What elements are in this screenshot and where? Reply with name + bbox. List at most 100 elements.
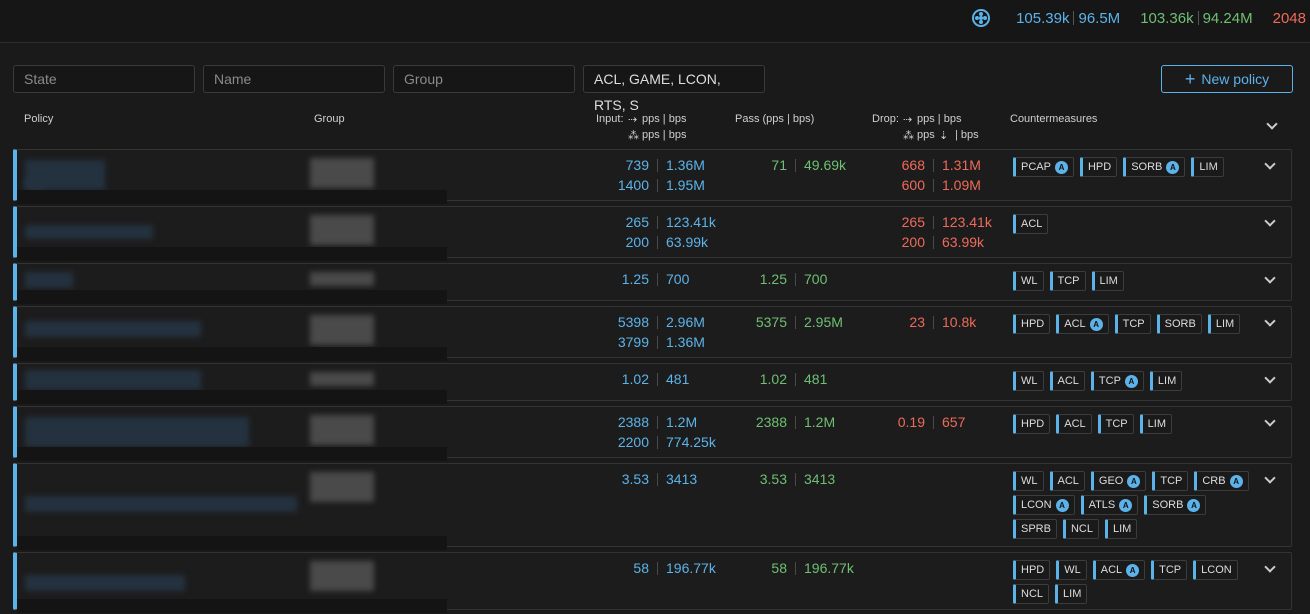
countermeasure-tag-sorb[interactable]: SORB [1156,314,1202,334]
pass-values-pps: 3.53 [759,471,787,487]
drop-line1: 668 1.31M [881,157,981,173]
countermeasure-tag-lim[interactable]: LIM [1055,584,1088,604]
countermeasure-tag-lim[interactable]: LIM [1091,271,1124,291]
group-filter[interactable]: Group [393,65,575,93]
countermeasure-tag-lcon[interactable]: LCON A [1013,495,1075,515]
header-countermeasures: Countermeasures [1010,113,1098,125]
total-drop: 2048 [1272,9,1306,27]
name-filter[interactable]: Name [203,65,385,93]
countermeasure-tag-hpd[interactable]: HPD [1079,157,1118,177]
row-divider-shade [17,247,447,261]
countermeasure-tag-acl[interactable]: ACL [1056,414,1092,434]
header-policy[interactable]: Policy [24,113,54,125]
input-line1-bps: 481 [666,371,690,387]
drop-line1-pps: 23 [909,314,925,330]
countermeasure-tag-hpd[interactable]: HPD [1013,560,1051,580]
policy-row[interactable]: 265 123.41k 200 63.99k 265 123.41k 200 63.99k AC… [13,206,1292,261]
policy-row[interactable]: 1.02 481 1.02 481 WL ACL TCP A LIM [13,363,1292,404]
countermeasure-label: WL [1064,564,1081,576]
countermeasure-tag-acl[interactable]: ACL [1049,371,1085,391]
countermeasure-tag-lim[interactable]: LIM [1139,414,1172,434]
expand-row-chevron-icon[interactable] [1264,215,1276,227]
countermeasure-tag-ncl[interactable]: NCL [1062,519,1099,539]
countermeasure-tag-tcp[interactable]: TCP [1114,314,1151,334]
policy-row[interactable]: 2388 1.2M 2200 774.25k 2388 1.2M 0.19 657 HPD ACL… [13,406,1292,461]
policy-name-redacted[interactable] [25,496,297,512]
input-line2: 200 63.99k [605,234,708,250]
countermeasure-tag-lim[interactable]: LIM [1149,371,1183,391]
input-line2-pps: 2200 [617,434,649,450]
countermeasure-tag-pcap[interactable]: PCAP A [1013,157,1074,177]
policy-name-redacted[interactable] [25,321,201,337]
network-icon[interactable] [972,9,991,27]
countermeasure-tag-hpd[interactable]: HPD [1013,414,1051,434]
countermeasure-list: HPD ACL A TCP SORB LIM [1013,314,1253,334]
drop-line2-bps: 1.09M [942,177,981,193]
countermeasure-tag-wl[interactable]: WL [1013,271,1044,291]
countermeasure-tag-wl[interactable]: WL [1013,471,1044,491]
countermeasure-tag-acl[interactable]: ACL A [1092,560,1146,580]
policy-row[interactable]: 5398 2.96M 3799 1.36M 5375 2.95M 23 10.8k HPD ACL… [13,306,1292,361]
countermeasure-label: TCP [1098,375,1121,387]
countermeasure-tag-tcp[interactable]: TCP [1097,414,1134,434]
countermeasure-tag-tcp[interactable]: TCP [1049,271,1086,291]
countermeasure-tag-wl[interactable]: WL [1013,371,1044,391]
policy-row[interactable]: 3.53 3413 3.53 3413 WL ACL GEO A TCP CRB A LCON A ATL… [13,463,1292,550]
policy-name-redacted[interactable] [25,575,185,591]
countermeasure-tag-sprb[interactable]: SPRB [1013,519,1057,539]
countermeasure-tag-lim[interactable]: LIM [1191,157,1224,177]
countermeasure-tag-tcp[interactable]: TCP [1152,471,1189,491]
expand-row-chevron-icon[interactable] [1264,415,1276,427]
countermeasure-tag-wl[interactable]: WL [1056,560,1087,580]
countermeasure-tag-hpd[interactable]: HPD [1013,314,1051,334]
pass-values-bps: 1.2M [804,414,836,430]
policy-name-redacted[interactable] [25,370,201,390]
policy-row[interactable]: 739 1.36M 1400 1.95M 71 49.69k 668 1.31M 600 1.09… [13,149,1292,204]
countermeasure-tag-acl[interactable]: ACL [1013,214,1049,234]
policy-name-redacted[interactable] [25,417,249,447]
header-group[interactable]: Group [314,113,345,125]
expand-row-chevron-icon[interactable] [1264,561,1276,573]
expand-row-chevron-icon[interactable] [1264,472,1276,484]
countermeasure-label: ACL [1064,318,1086,330]
countermeasure-filter[interactable]: ACL, GAME, LCON, RTS, S [583,65,765,113]
countermeasure-tag-sorb[interactable]: SORB A [1123,157,1186,177]
divider [657,472,658,486]
expand-row-chevron-icon[interactable] [1264,315,1276,327]
policy-row[interactable]: 1.25 700 1.25 700 WL TCP LIM [13,263,1292,304]
countermeasure-tag-acl[interactable]: ACL A [1056,314,1109,334]
countermeasure-tag-lim[interactable]: LIM [1104,519,1138,539]
countermeasure-label: NCL [1021,588,1044,600]
countermeasure-tag-ncl[interactable]: NCL [1013,584,1050,604]
expand-all-chevron-icon[interactable] [1266,118,1278,130]
countermeasure-tag-sorb[interactable]: SORB A [1144,495,1207,515]
countermeasure-tag-tcp[interactable]: TCP A [1090,371,1144,391]
policy-name-redacted[interactable] [25,272,73,288]
policy-row[interactable]: 58 196.77k 58 196.77k HPD WL ACL A TCP LCON NCL LIM [13,552,1292,613]
countermeasure-tag-geo[interactable]: GEO A [1090,471,1147,491]
countermeasure-tag-lcon[interactable]: LCON [1193,560,1238,580]
sort-icon[interactable]: ⇣ [939,130,949,142]
expand-row-chevron-icon[interactable] [1264,272,1276,284]
countermeasure-label: ACL [1057,475,1079,487]
new-policy-button[interactable]: + New policy [1161,65,1293,93]
countermeasure-label: TCP [1105,418,1128,430]
countermeasure-tag-lim[interactable]: LIM [1207,314,1241,334]
expand-row-chevron-icon[interactable] [1264,372,1276,384]
plus-icon: + [1184,69,1196,89]
drop-line1-bps: 10.8k [942,314,977,330]
countermeasure-list: PCAP A HPD SORB A LIM [1013,157,1253,177]
auto-badge-icon: A [1119,498,1133,512]
countermeasure-tag-tcp[interactable]: TCP [1151,560,1188,580]
countermeasure-list: HPD ACL TCP LIM [1013,414,1253,434]
policy-name-redacted[interactable] [25,225,153,239]
state-filter[interactable]: State [13,65,195,93]
input-line1-pps: 739 [625,157,649,173]
countermeasure-tag-atls[interactable]: ATLS A [1080,495,1139,515]
expand-row-chevron-icon[interactable] [1264,158,1276,170]
input-line1: 739 1.36M [605,157,705,173]
countermeasure-tag-acl[interactable]: ACL [1049,471,1085,491]
drop-line1-bps: 123.41k [942,214,992,230]
countermeasure-tag-crb[interactable]: CRB A [1194,471,1249,491]
policy-name-redacted[interactable] [25,178,45,190]
